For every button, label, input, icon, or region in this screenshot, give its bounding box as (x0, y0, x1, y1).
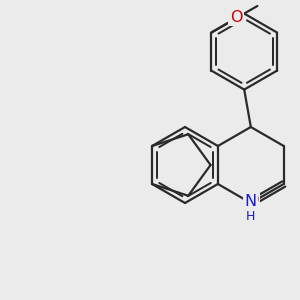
Text: O: O (230, 10, 242, 25)
Text: O: O (247, 193, 259, 208)
Text: H: H (246, 209, 256, 223)
Text: N: N (245, 194, 257, 208)
